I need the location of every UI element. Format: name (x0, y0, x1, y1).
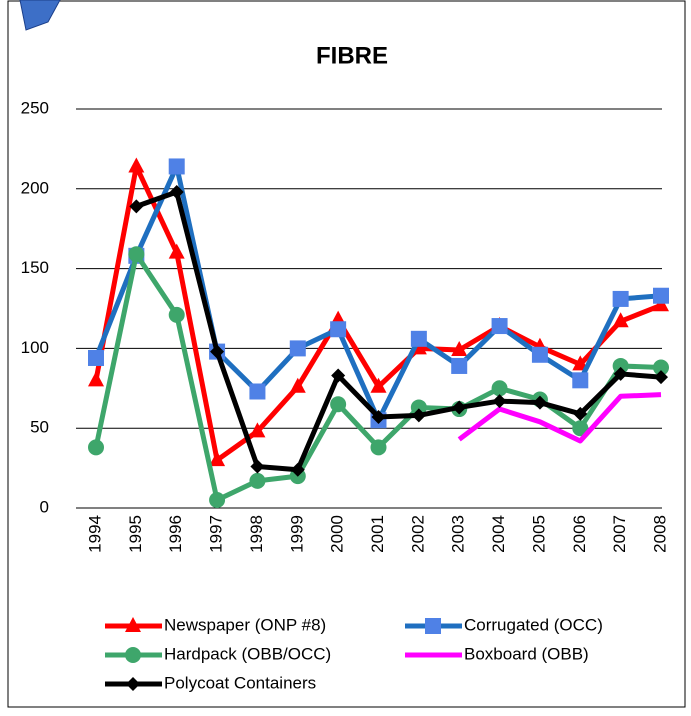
marker (491, 318, 508, 335)
marker (612, 290, 629, 307)
marker (168, 306, 185, 323)
marker (451, 340, 468, 356)
marker (168, 158, 185, 175)
marker (249, 472, 266, 489)
x-tick-label: 1996 (166, 515, 185, 553)
series-line (135, 189, 662, 473)
x-tick-label: 2007 (610, 515, 629, 553)
marker (88, 439, 104, 456)
marker (330, 396, 347, 413)
marker (612, 357, 629, 374)
y-tick-label: 0 (40, 497, 49, 516)
frame (7, 0, 686, 708)
marker (88, 371, 104, 387)
chart-title: FIBRE (316, 42, 388, 69)
marker (492, 394, 507, 409)
marker (370, 439, 387, 456)
marker (612, 312, 629, 328)
x-tick-label: 1998 (247, 515, 266, 553)
marker (289, 340, 306, 357)
marker (209, 492, 226, 509)
marker (330, 321, 347, 338)
marker (168, 243, 185, 259)
legend-label: Newspaper (ONP #8) (164, 615, 326, 634)
y-tick-label: 100 (21, 338, 49, 357)
marker (410, 399, 427, 416)
marker (128, 246, 145, 263)
legend-label: Corrugated (OCC) (464, 615, 603, 634)
marker (210, 344, 225, 359)
marker (532, 395, 547, 410)
marker (452, 400, 467, 415)
marker (88, 349, 104, 366)
x-tick-label: 1995 (126, 515, 145, 553)
marker (129, 199, 144, 214)
marker (572, 372, 589, 389)
y-tick-label: 50 (30, 418, 49, 437)
marker (411, 408, 426, 423)
marker (370, 377, 387, 393)
marker (249, 422, 266, 438)
marker (125, 647, 141, 663)
marker (613, 366, 628, 381)
y-tick-label: 200 (21, 178, 49, 197)
x-tick-label: 2008 (650, 515, 669, 553)
marker (249, 383, 266, 400)
marker (209, 451, 226, 467)
x-tick-label: 2003 (449, 515, 468, 553)
marker (572, 355, 589, 371)
marker (250, 459, 265, 474)
marker (289, 377, 306, 393)
marker (410, 330, 427, 347)
marker (572, 420, 589, 437)
legend-label: Polycoat Containers (164, 673, 316, 692)
x-tick-label: 2002 (408, 515, 427, 553)
legend-label: Boxboard (OBB) (464, 644, 589, 663)
marker (371, 410, 386, 425)
marker (126, 677, 140, 691)
marker (491, 380, 508, 397)
marker (653, 296, 669, 312)
marker (653, 359, 669, 376)
series-line (457, 392, 662, 444)
y-tick-label: 150 (21, 258, 49, 277)
y-tick-label: 250 (21, 98, 49, 117)
x-tick-label: 2004 (489, 515, 508, 553)
marker (125, 617, 141, 632)
marker (169, 184, 184, 199)
marker (128, 157, 145, 173)
x-tick-label: 1997 (207, 515, 226, 553)
marker (573, 406, 588, 421)
marker (654, 370, 668, 385)
x-tick-label: 2006 (570, 515, 589, 553)
marker (653, 287, 669, 304)
x-tick-label: 2001 (368, 515, 387, 553)
legend-label: Hardpack (OBB/OCC) (164, 644, 331, 663)
x-tick-label: 1994 (85, 515, 104, 553)
x-tick-label: 1999 (287, 515, 306, 553)
marker (531, 346, 548, 363)
logo (19, 0, 61, 31)
marker (331, 368, 346, 383)
marker (425, 618, 441, 634)
x-tick-label: 2005 (529, 515, 548, 553)
marker (290, 462, 305, 477)
marker (451, 357, 468, 374)
x-tick-label: 2000 (328, 515, 347, 553)
